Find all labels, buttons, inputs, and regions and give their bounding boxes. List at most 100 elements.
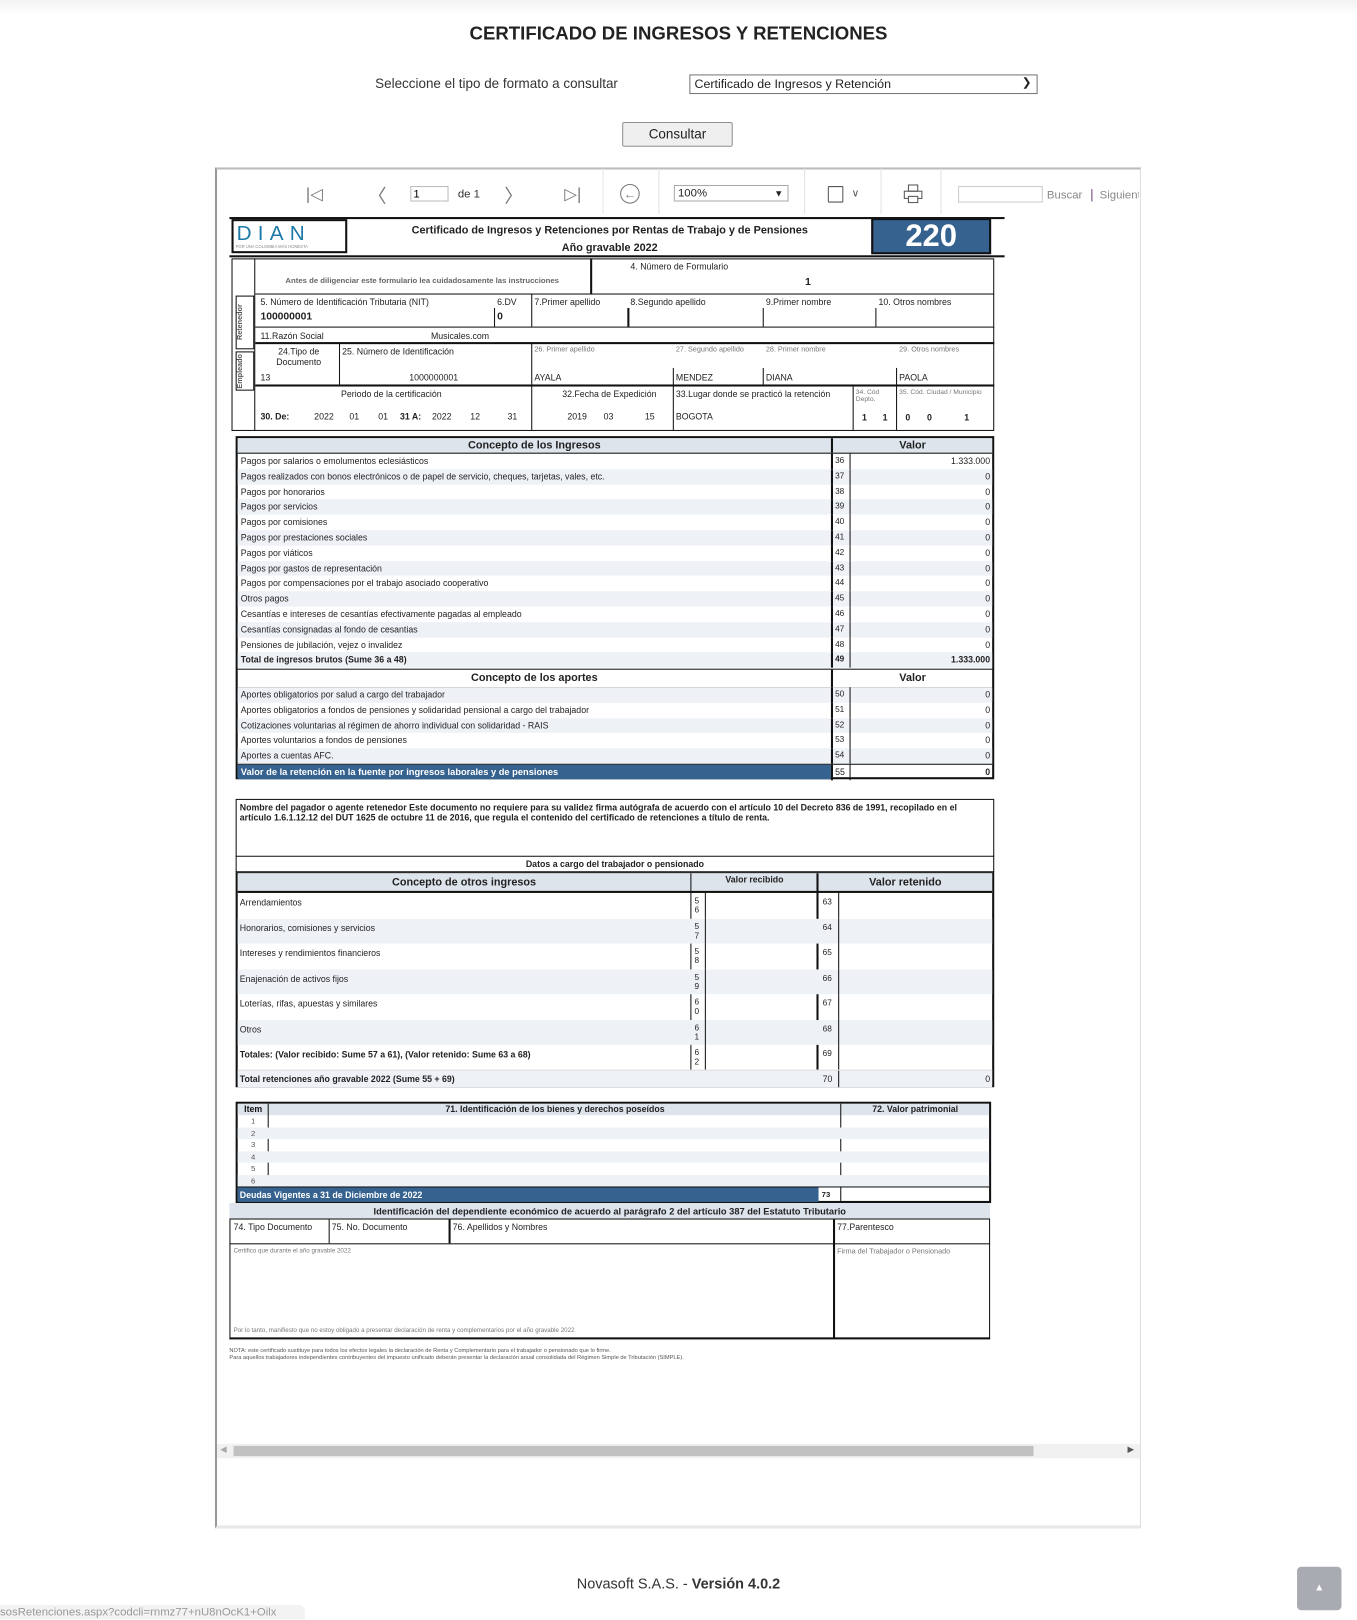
ingresos-row-label: Pagos por compensaciones por el trabajo … [240, 578, 489, 589]
fecha-expedicion-year: 2019 [567, 411, 587, 422]
bienes-item-number: 1 [251, 1116, 256, 1126]
retencion-row: Valor de la retención en la fuente por i… [237, 763, 993, 781]
print-icon[interactable] [903, 184, 923, 204]
save-icon[interactable] [827, 186, 844, 203]
ingresos-row: Pagos por servicios 39 0 [237, 499, 993, 516]
column-divider [704, 1044, 706, 1071]
razon-social-label: 11.Razón Social [260, 330, 324, 342]
footer-company: Novasoft S.A.S. - [576, 1575, 692, 1592]
column-divider [830, 453, 834, 470]
otros-header-label: Concepto de otros ingresos [391, 876, 537, 889]
ingresos-row-label: Pagos por viáticos [240, 547, 313, 558]
otros-row-label: Enajenación de activos fijos [239, 973, 349, 984]
ingresos-row-value: 0 [985, 486, 991, 497]
column-divider [830, 652, 834, 669]
valor-patrimonial-header: 72. Valor patrimonial [872, 1103, 959, 1115]
otros-ingresos-row: Totales: (Valor recibido: Sume 57 a 61),… [238, 1044, 992, 1071]
cod-depto-digit: 1 [861, 412, 867, 423]
bienes-row: 6 [237, 1174, 990, 1187]
aportes-row-num: 54 [835, 750, 845, 760]
deudas-num: 73 [821, 1189, 831, 1199]
retenido-num: 63 [822, 897, 832, 907]
ingresos-row-num: 48 [835, 639, 845, 649]
deudas-label: Deudas Vigentes a 31 de Diciembre de 202… [237, 1187, 819, 1202]
razon-social-value: Musicales.com [430, 330, 490, 342]
ingresos-row-label: Total de ingresos brutos (Sume 36 a 48) [240, 654, 407, 665]
last-page-icon[interactable]: ▷| [564, 186, 582, 204]
column-divider [838, 1019, 840, 1045]
next-page-icon[interactable]: 〉 [504, 186, 523, 207]
consultar-button[interactable]: Consultar [622, 121, 733, 147]
ingresos-row: Pagos por gastos de representación 43 0 [237, 560, 993, 577]
nit-label: 5. Número de Identificación Tributaria (… [260, 296, 429, 307]
ingresos-row: Pagos por prestaciones sociales 41 0 [237, 530, 993, 546]
chevron-down-icon[interactable]: ∨ [851, 188, 860, 200]
recibido-num: 61 [694, 1022, 700, 1042]
ingresos-row: Pagos por viáticos 42 0 [238, 545, 992, 561]
column-divider [830, 637, 834, 653]
dependiente-tipo-doc-label: 74. Tipo Documento [233, 1221, 313, 1232]
aportes-value-header: Valor [899, 671, 926, 685]
aportes-row: Aportes a cuentas AFC. 54 0 [237, 748, 993, 764]
primer-nombre-value: DIANA [765, 372, 793, 383]
primer-apellido-value: AYALA [534, 372, 562, 383]
toolbar-divider [804, 168, 806, 214]
scroll-right-arrow-icon[interactable]: ▶ [1127, 1444, 1134, 1455]
search-button[interactable]: Buscar [1046, 189, 1083, 202]
column-divider [830, 606, 834, 623]
column-divider [830, 687, 834, 703]
scroll-to-top-button[interactable]: ▲ [1297, 1566, 1342, 1611]
prev-page-icon[interactable]: 〈 [367, 186, 387, 207]
bienes-row: 5 [238, 1163, 989, 1175]
zoom-select[interactable]: 100% ▼ [673, 184, 789, 202]
lugar-retencion-value: BOGOTA [675, 411, 713, 422]
ingresos-row-label: Pagos realizados con bonos electrónicos … [240, 471, 605, 482]
first-page-icon[interactable]: |◁ [305, 186, 323, 204]
column-divider [849, 576, 851, 592]
scrollbar-thumb[interactable] [233, 1445, 1034, 1457]
otros-ingresos-row: Honorarios, comisiones y servicios 57 64 [237, 918, 993, 944]
back-icon[interactable]: ← [620, 183, 640, 204]
ingresos-row-label: Pagos por salarios o emolumentos eclesiá… [240, 455, 429, 467]
dependiente-parentesco-label: 77.Parentesco [837, 1221, 894, 1232]
otros-ingresos-row: Intereses y rendimientos financieros 58 65 [238, 943, 992, 969]
recibido-num: 57 [694, 921, 700, 940]
aportes-row: Cotizaciones voluntarias al régimen de a… [237, 717, 993, 734]
column-divider [838, 968, 840, 995]
ingresos-row-num: 39 [835, 501, 845, 511]
retenedor-otros-nombres-label: 10. Otros nombres [878, 296, 952, 307]
column-divider [849, 468, 851, 485]
ingresos-row-value: 0 [985, 562, 991, 574]
dependiente-section [229, 1219, 991, 1340]
column-divider [838, 892, 840, 919]
otros-row-label: Otros [239, 1023, 262, 1035]
column-divider [830, 545, 834, 561]
page-number-input[interactable] [410, 186, 449, 202]
aportes-row-num: 50 [835, 689, 845, 699]
ingresos-row: Pagos por salarios o emolumentos eclesiá… [238, 453, 992, 470]
search-next-button[interactable]: Siguiente [1099, 189, 1139, 202]
search-input[interactable] [958, 186, 1043, 203]
nota-line-1: NOTA: este certificado sustituye para to… [229, 1347, 611, 1354]
footer-version: Versión 4.0.2 [691, 1575, 781, 1592]
ingresos-row-label: Otros pagos [240, 593, 289, 604]
format-select[interactable]: Certificado de Ingresos y Retención ❯ [689, 74, 1038, 95]
total-retenciones-value: 0 [985, 1073, 991, 1085]
column-divider [849, 733, 851, 749]
retencion-label: Valor de la retención en la fuente por i… [237, 764, 831, 780]
numero-identificacion-value: 1000000001 [409, 372, 459, 383]
ingresos-row-num: 46 [835, 608, 845, 619]
column-divider [830, 499, 834, 516]
ingresos-row-label: Pagos por servicios [240, 501, 318, 512]
scroll-left-arrow-icon[interactable]: ◀ [220, 1444, 227, 1455]
ingresos-row-num: 44 [835, 578, 845, 588]
ingresos-row: Cesantías e intereses de cesantías efect… [238, 606, 992, 623]
ingresos-value-header: Valor [899, 439, 926, 452]
cod-depto-digit: 1 [882, 412, 888, 423]
periodo-label: Periodo de la certificación [341, 388, 442, 399]
toolbar-divider [1091, 189, 1093, 202]
ingresos-row: Pagos realizados con bonos electrónicos … [237, 468, 993, 485]
otros-row-label: Totales: (Valor recibido: Sume 57 a 61),… [239, 1049, 531, 1060]
retenido-num: 67 [822, 998, 832, 1008]
ingresos-row: Pagos por honorarios 38 0 [238, 484, 992, 500]
